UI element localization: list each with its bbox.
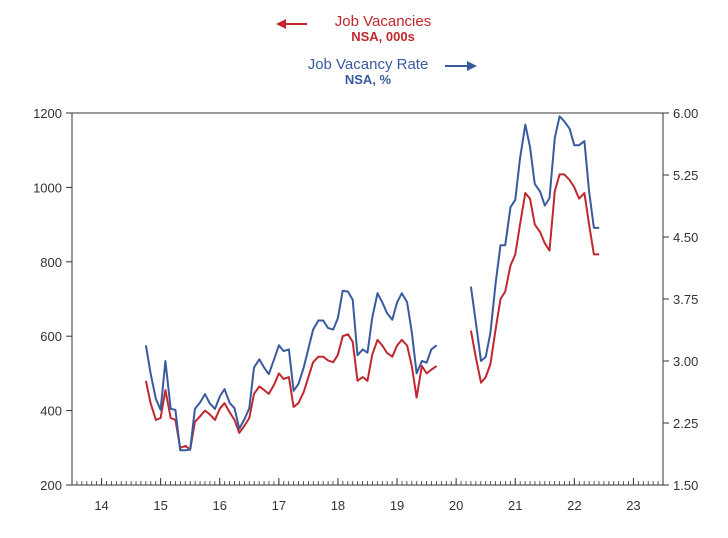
x-tick-label: 22: [567, 498, 581, 513]
series-layer: [144, 115, 600, 452]
job-vacancies-line: [144, 333, 438, 451]
x-tick-label: 17: [272, 498, 286, 513]
y-left-tick-label: 200: [40, 478, 62, 493]
y-left-tick-label: 400: [40, 404, 62, 419]
x-tick-label: 19: [390, 498, 404, 513]
job-vacancy-rate-line: [144, 289, 438, 452]
y-left-tick-label: 800: [40, 255, 62, 270]
job-vacancy-rate-line: [469, 115, 600, 362]
legend-vacancies: Job Vacancies NSA, 000s: [308, 13, 458, 45]
job-vacancies-line: [469, 173, 600, 384]
legend-vacancies-label: Job Vacancies: [334, 13, 432, 30]
y-right-tick-label: 2.25: [673, 416, 698, 431]
x-axis: 14 15 16 17 18 19 20 21 22 23: [71, 478, 664, 513]
left-y-axis: 200 400 600 800 1000 1200: [33, 106, 72, 493]
legend-vacancies-unit: NSA, 000s: [351, 29, 415, 45]
x-tick-label: 21: [508, 498, 522, 513]
y-left-tick-label: 1000: [33, 180, 62, 195]
x-tick-label: 15: [153, 498, 167, 513]
y-right-tick-label: 4.50: [673, 230, 698, 245]
left-arrow-icon: [276, 19, 307, 29]
y-right-tick-label: 5.25: [673, 168, 698, 183]
x-tick-label: 18: [331, 498, 345, 513]
legend-rate: Job Vacancy Rate NSA, %: [288, 56, 448, 88]
y-left-tick-label: 600: [40, 329, 62, 344]
legend-rate-label: Job Vacancy Rate: [307, 56, 429, 73]
right-arrow-icon: [445, 61, 477, 71]
y-left-tick-label: 1200: [33, 106, 62, 121]
y-right-tick-label: 3.00: [673, 354, 698, 369]
x-tick-label: 23: [626, 498, 640, 513]
plot-frame: [71, 112, 664, 486]
x-tick-label: 16: [213, 498, 227, 513]
y-right-tick-label: 1.50: [673, 478, 698, 493]
right-y-axis: 1.50 2.25 3.00 3.75 4.50 5.25 6.00: [663, 106, 698, 493]
y-right-tick-label: 6.00: [673, 106, 698, 121]
x-tick-label: 14: [94, 498, 108, 513]
y-right-tick-label: 3.75: [673, 292, 698, 307]
x-tick-label: 20: [449, 498, 463, 513]
legend-rate-unit: NSA, %: [344, 72, 392, 88]
